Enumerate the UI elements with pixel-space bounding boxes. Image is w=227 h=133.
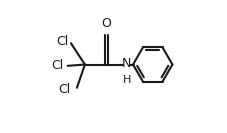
Text: N: N xyxy=(122,57,131,70)
Text: Cl: Cl xyxy=(51,59,63,72)
Text: H: H xyxy=(123,75,131,85)
Text: Cl: Cl xyxy=(56,35,68,48)
Text: Cl: Cl xyxy=(58,83,70,96)
Text: O: O xyxy=(101,17,111,30)
